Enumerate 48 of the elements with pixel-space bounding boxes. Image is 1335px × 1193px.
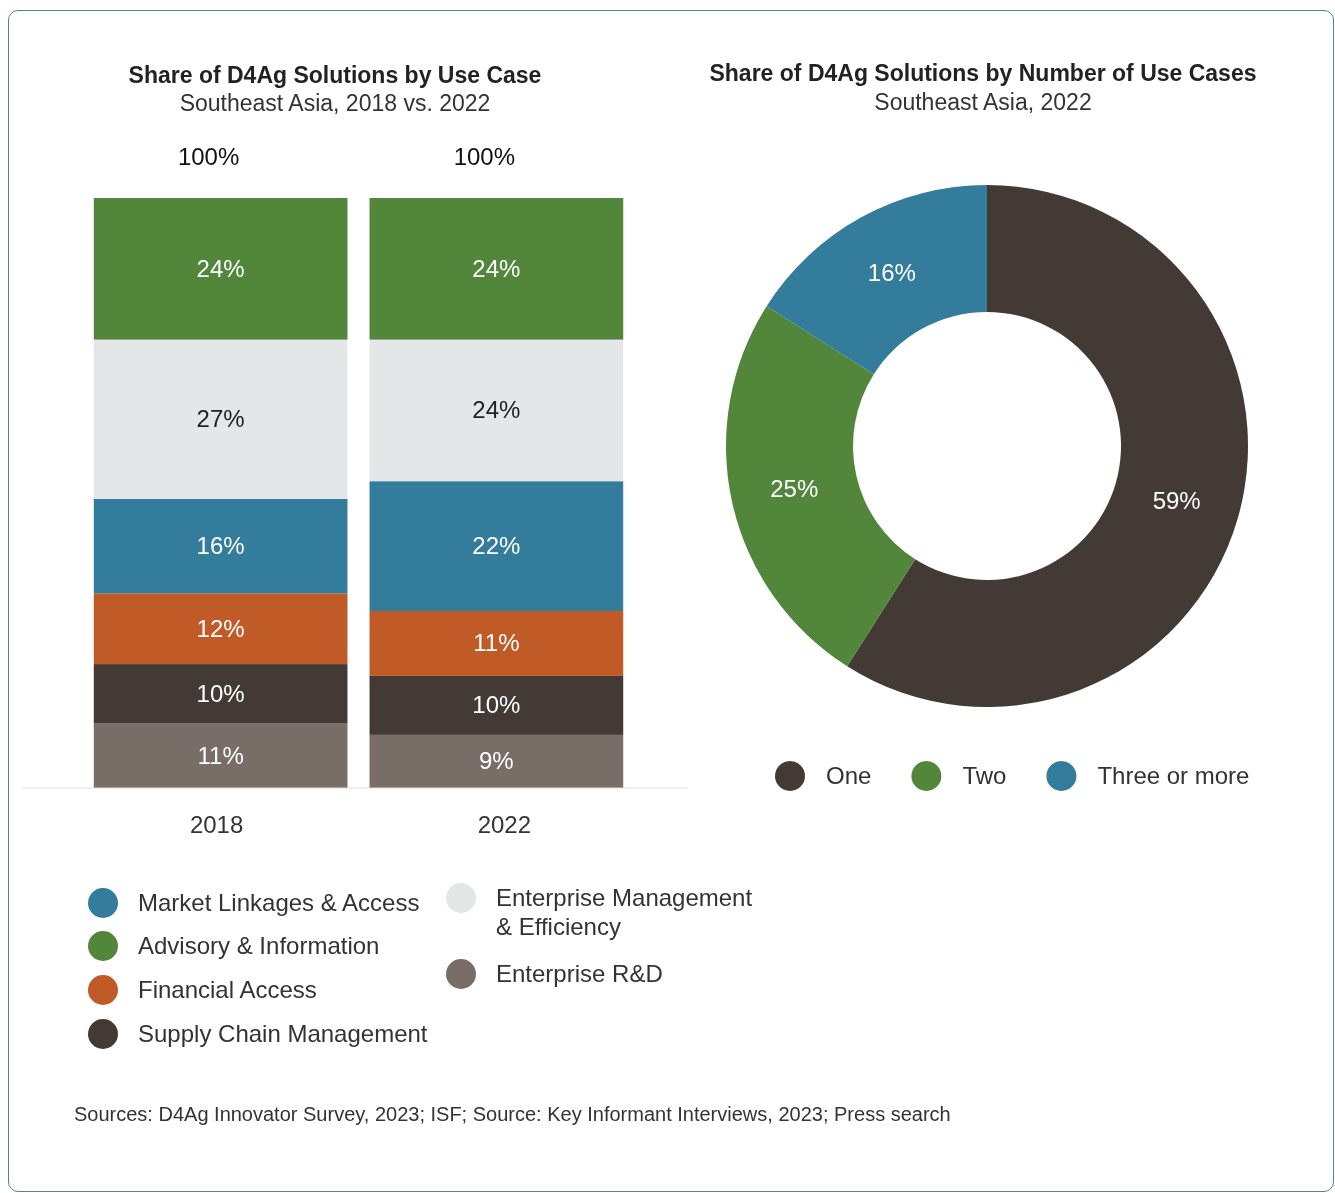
donut-slice	[766, 185, 987, 375]
data-label: 11%	[473, 629, 520, 657]
bar	[369, 481, 624, 611]
data-label: 59%	[1152, 487, 1201, 515]
data-label: 9%	[479, 747, 514, 775]
legend-label: Advisory & Information	[138, 932, 380, 959]
bar	[93, 339, 348, 499]
data-label: 10%	[196, 679, 245, 707]
legend-label: Enterprise R&D	[496, 960, 663, 987]
data-label: 16%	[196, 532, 245, 560]
bar	[369, 339, 624, 482]
chart-title: Share of D4Ag Solutions by Use Case	[128, 62, 542, 88]
bar	[93, 723, 348, 788]
bar	[93, 498, 348, 594]
chart-subtitle: Southeast Asia, 2022	[874, 89, 1092, 115]
data-label: 16%	[867, 258, 916, 286]
data-label: 12%	[196, 614, 245, 642]
data-label: 24%	[196, 254, 245, 282]
data-label: 25%	[770, 475, 819, 503]
chart-title: Share of D4Ag Solutions by Number of Use Cases	[709, 60, 1257, 86]
legend-label: One	[826, 762, 872, 789]
legend-label: Financial Access	[138, 976, 317, 1003]
legend-label: Enterprise Management & Efficiency	[496, 884, 753, 940]
legend-label: Two	[962, 762, 1007, 789]
bar	[93, 198, 348, 340]
bar	[93, 593, 348, 665]
bar	[369, 611, 624, 676]
x-tick-label: 2018	[189, 811, 244, 838]
source-note: Sources: D4Ag Innovator Survey, 2023; ISF; Source: Key Informant Interviews, 2023; Press search	[74, 1102, 952, 1127]
x-tick-label: 2022	[477, 811, 532, 838]
data-label: 24%	[472, 396, 521, 424]
data-label: 27%	[196, 405, 245, 433]
bar	[369, 675, 624, 735]
legend-label: Supply Chain Management	[138, 1020, 428, 1047]
legend-label: Three or more	[1097, 762, 1250, 789]
total-label: 100%	[177, 143, 240, 170]
data-label: 11%	[197, 741, 244, 769]
bar	[369, 734, 624, 788]
chart-subtitle: Southeast Asia, 2018 vs. 2022	[179, 90, 491, 116]
bar	[93, 664, 348, 724]
legend-label: Market Linkages & Access	[138, 889, 420, 916]
data-label: 22%	[472, 532, 521, 560]
data-label: 24%	[472, 254, 521, 282]
total-label: 100%	[453, 143, 516, 170]
bar	[369, 198, 624, 340]
data-label: 10%	[472, 691, 521, 719]
donut-slice	[847, 185, 1248, 707]
donut-slice	[726, 306, 916, 667]
